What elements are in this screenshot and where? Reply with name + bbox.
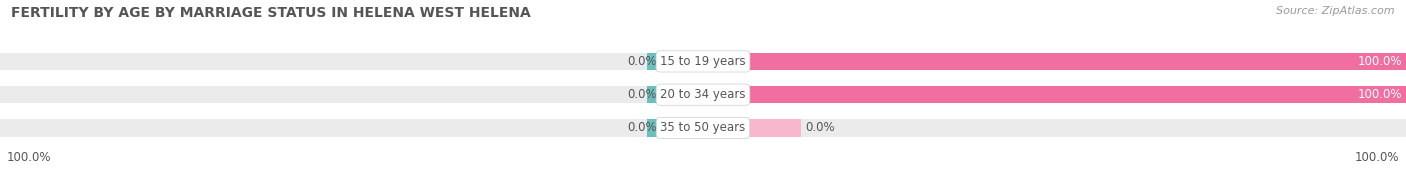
Bar <box>0 53 661 70</box>
Text: FERTILITY BY AGE BY MARRIAGE STATUS IN HELENA WEST HELENA: FERTILITY BY AGE BY MARRIAGE STATUS IN H… <box>11 6 531 20</box>
Bar <box>0 119 661 137</box>
Text: Source: ZipAtlas.com: Source: ZipAtlas.com <box>1277 6 1395 16</box>
Text: 20 to 34 years: 20 to 34 years <box>661 88 745 101</box>
Bar <box>0 86 661 103</box>
Bar <box>647 53 703 70</box>
Text: 100.0%: 100.0% <box>7 151 52 163</box>
Text: 0.0%: 0.0% <box>804 122 835 134</box>
Text: 100.0%: 100.0% <box>1354 151 1399 163</box>
Text: 100.0%: 100.0% <box>1358 88 1403 101</box>
Bar <box>745 86 1406 103</box>
Bar <box>647 119 703 137</box>
Text: 35 to 50 years: 35 to 50 years <box>661 122 745 134</box>
Text: 0.0%: 0.0% <box>627 88 657 101</box>
Bar <box>745 119 801 137</box>
Text: 100.0%: 100.0% <box>1358 55 1403 68</box>
Bar <box>745 119 1406 137</box>
Text: 0.0%: 0.0% <box>627 122 657 134</box>
Bar <box>647 86 703 103</box>
Bar <box>745 86 1406 103</box>
Text: 15 to 19 years: 15 to 19 years <box>661 55 745 68</box>
Text: 0.0%: 0.0% <box>627 55 657 68</box>
Bar <box>745 53 1406 70</box>
Bar <box>745 53 1406 70</box>
